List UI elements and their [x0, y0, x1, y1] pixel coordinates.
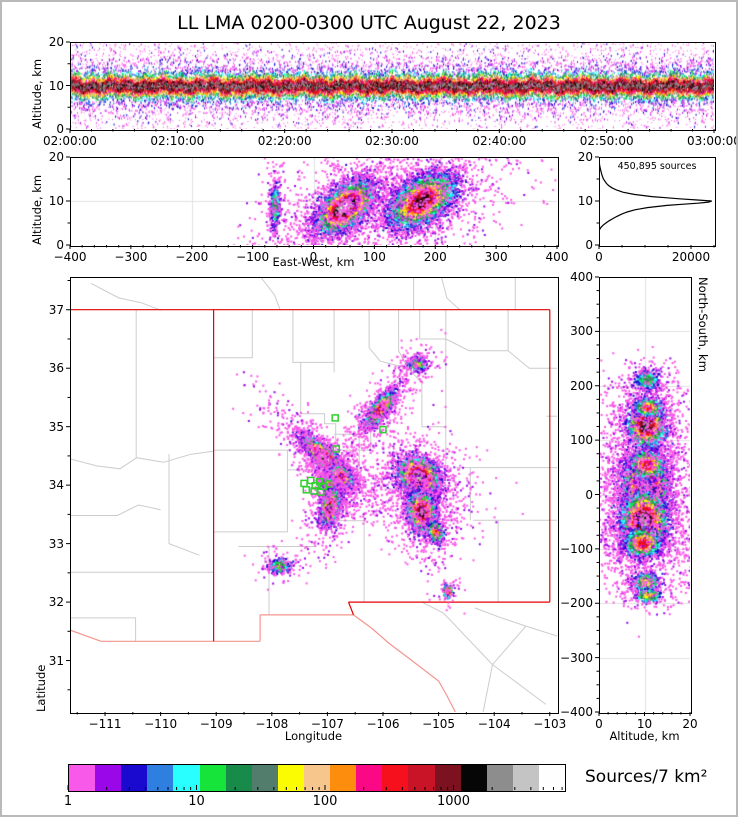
tick-label: 02:10:00 — [150, 134, 205, 148]
tick-label: 0 — [585, 238, 593, 252]
x-axis-label-map: Longitude — [284, 729, 343, 743]
canvas-ew-altitude — [70, 157, 557, 245]
tick-label: −103 — [533, 717, 567, 731]
tick-label: 03:00:00 — [687, 134, 738, 148]
tick-label: 400 — [545, 250, 569, 264]
tick-label: 10 — [636, 717, 653, 731]
colorbar-segment — [69, 765, 96, 791]
y-axis-label-time-height: Altitude, km — [30, 58, 44, 129]
colorbar-segment — [173, 765, 200, 791]
tick-label: 34 — [48, 478, 64, 493]
tick-label: 33 — [48, 536, 64, 551]
y-axis-label-map: Latitude — [34, 664, 48, 712]
colorbar-segment — [251, 765, 278, 791]
east-west-altitude-panel — [70, 157, 559, 247]
tick-label: 0 — [595, 250, 603, 264]
tick-label: −100 — [236, 250, 270, 264]
north-south-altitude-panel — [599, 277, 692, 714]
tick-label: 10 — [577, 194, 593, 208]
colorbar-segment — [95, 765, 122, 791]
tick-label: 300 — [484, 250, 508, 264]
tick-label: −109 — [199, 717, 233, 731]
tick-label: 31 — [48, 653, 64, 668]
colorbar-segment — [356, 765, 383, 791]
tick-label: 32 — [48, 595, 64, 610]
time-height-panel — [70, 42, 716, 131]
tick-label: 35 — [48, 419, 64, 434]
tick-label: 20 — [682, 717, 698, 731]
plan-view-map-panel — [70, 277, 559, 714]
tick-label: 20000 — [671, 250, 711, 264]
tick-label: 1 — [63, 794, 73, 809]
tick-label: −104 — [477, 717, 511, 731]
tick-label: −108 — [255, 717, 289, 731]
colorbar-segment — [434, 765, 461, 791]
tick-label: −105 — [422, 717, 456, 731]
tick-label: −300 — [560, 650, 593, 665]
tick-label: 200 — [423, 250, 447, 264]
tick-label: 02:40:00 — [472, 134, 527, 148]
tick-label: 37 — [48, 302, 64, 317]
colorbar — [68, 764, 566, 792]
tick-label: 400 — [570, 270, 593, 284]
tick-label: −300 — [114, 250, 148, 264]
tick-label: 10 — [188, 794, 205, 809]
tick-label: 100 — [362, 250, 386, 264]
colorbar-segment — [147, 765, 174, 791]
colorbar-segment — [538, 765, 566, 791]
colorbar-segment — [225, 765, 252, 791]
tick-label: −400 — [53, 250, 87, 264]
tick-label: 02:00:00 — [43, 134, 97, 148]
x-axis-label-ew: East-West, km — [272, 255, 355, 269]
tick-label: 1000 — [436, 794, 471, 809]
tick-label: 0 — [309, 250, 318, 264]
colorbar-label: Sources/7 km² — [585, 767, 708, 787]
colorbar-segment — [408, 765, 435, 791]
tick-label: 02:50:00 — [579, 134, 634, 148]
tick-label: 10 — [48, 78, 64, 93]
source-count-annotation: 450,895 sources — [617, 161, 697, 172]
y-axis-label-ns: North-South, km — [696, 277, 710, 372]
colorbar-segment — [460, 765, 487, 791]
colorbar-segment — [303, 765, 331, 791]
colorbar-segment — [277, 765, 304, 791]
tick-label: −110 — [144, 717, 178, 731]
tick-label: 10 — [48, 194, 64, 208]
tick-label: −106 — [366, 717, 400, 731]
tick-label: −100 — [560, 541, 593, 556]
tick-label: 02:30:00 — [365, 134, 419, 148]
figure-title: LL LMA 0200-0300 UTC August 22, 2023 — [177, 12, 561, 34]
tick-label: 36 — [48, 361, 64, 376]
colorbar-segment — [330, 765, 357, 791]
tick-label: −200 — [560, 596, 593, 611]
canvas-time-height — [70, 42, 714, 129]
tick-label: 200 — [570, 378, 593, 393]
tick-label: 0 — [56, 122, 64, 136]
tick-label: 100 — [312, 794, 338, 809]
tick-label: 20 — [577, 150, 593, 164]
tick-label: 300 — [570, 324, 593, 339]
tick-label: −111 — [88, 717, 122, 731]
tick-label: −400 — [560, 705, 593, 719]
tick-label: −107 — [310, 717, 344, 731]
tick-label: 02:20:00 — [257, 134, 312, 148]
canvas-ns-altitude — [599, 277, 690, 712]
x-axis-label-ns: Altitude, km — [609, 729, 680, 743]
tick-label: 0 — [585, 487, 593, 502]
colorbar-segment — [486, 765, 513, 791]
colorbar-segment — [121, 765, 148, 791]
y-axis-label-ew: Altitude, km — [30, 174, 44, 245]
colorbar-segment — [382, 765, 409, 791]
tick-label: 20 — [48, 150, 64, 164]
tick-label: 20 — [48, 35, 64, 49]
tick-label: −200 — [175, 250, 209, 264]
tick-label: 0 — [56, 238, 64, 252]
tick-label: 100 — [570, 433, 593, 448]
colorbar-segment — [199, 765, 226, 791]
colorbar-segment — [512, 765, 539, 791]
tick-label: 0 — [595, 717, 603, 731]
